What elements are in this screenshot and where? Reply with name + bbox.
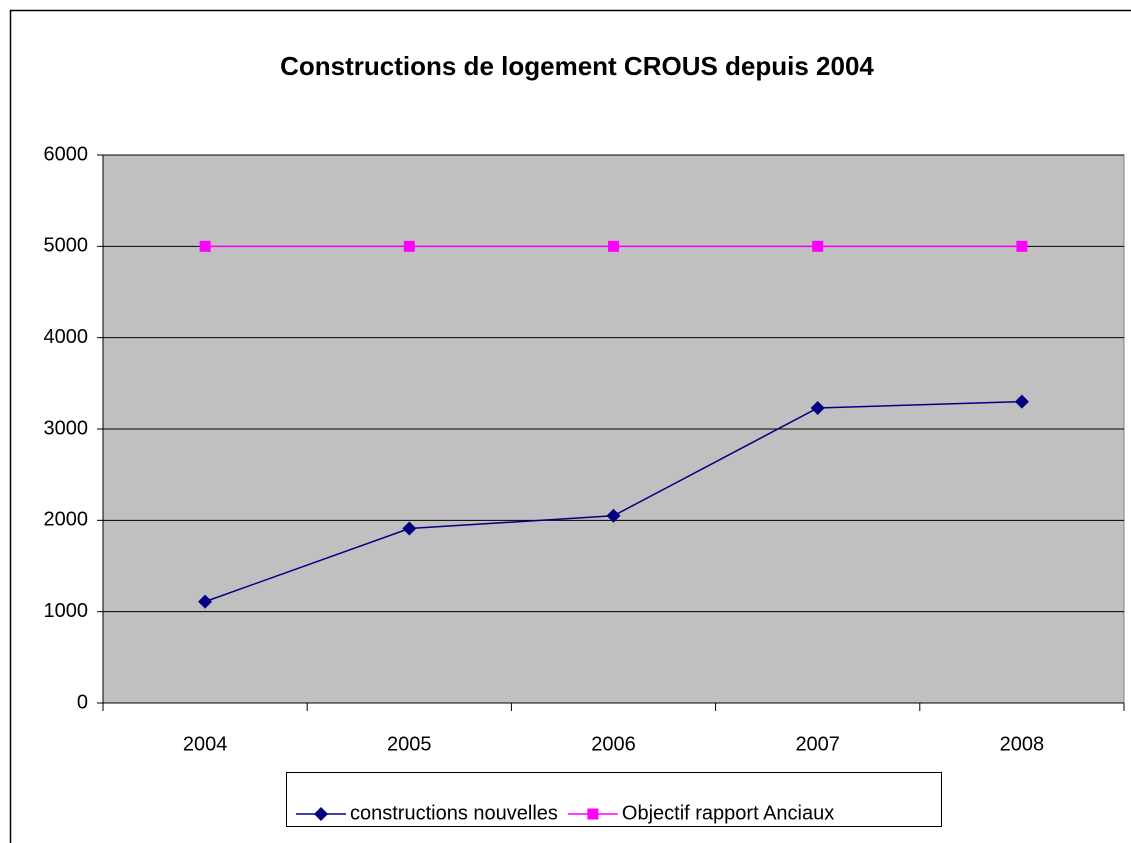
data-point — [606, 508, 621, 523]
x-tick-label: 2006 — [591, 733, 636, 755]
y-tick-label: 2000 — [44, 509, 89, 531]
y-tick-label: 6000 — [44, 143, 89, 165]
legend-box — [286, 772, 942, 827]
data-point — [1014, 394, 1029, 409]
legend-label: constructions nouvelles — [350, 802, 558, 824]
x-tick-label: 2007 — [795, 733, 840, 755]
data-point — [199, 240, 211, 252]
x-tick-label: 2008 — [1000, 733, 1045, 755]
y-tick-label: 3000 — [44, 417, 89, 439]
data-point — [403, 240, 415, 252]
y-tick-label: 0 — [77, 691, 88, 713]
y-tick-label: 4000 — [44, 326, 89, 348]
legend-marker — [587, 808, 599, 820]
x-tick-label: 2005 — [387, 733, 432, 755]
data-point — [812, 240, 824, 252]
data-point — [608, 240, 619, 252]
data-point — [810, 400, 825, 415]
chart-title: Constructions de logement CROUS depuis 2… — [280, 51, 874, 81]
data-point — [402, 521, 417, 536]
data-point — [198, 594, 213, 609]
legend-marker — [314, 807, 328, 821]
legend-label: Objectif rapport Anciaux — [622, 802, 834, 824]
y-tick-label: 1000 — [44, 600, 89, 622]
y-tick-label: 5000 — [44, 235, 89, 257]
data-point — [1016, 240, 1028, 252]
x-tick-label: 2004 — [183, 733, 228, 755]
